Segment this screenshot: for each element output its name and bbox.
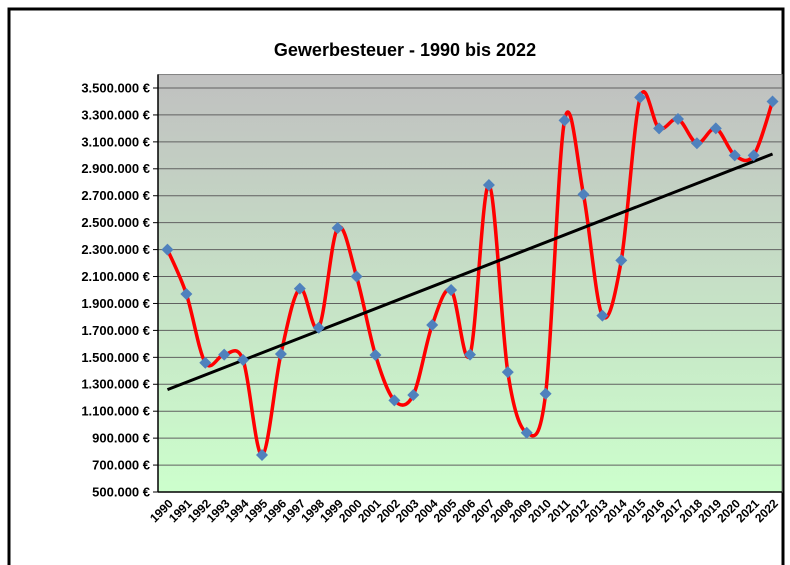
data-point — [369, 349, 382, 362]
data-point — [482, 178, 495, 191]
y-tick-label: 500.000 € — [92, 484, 150, 499]
data-point — [728, 149, 741, 162]
y-tick-label: 700.000 € — [92, 458, 150, 473]
y-tick-label: 3.300.000 € — [81, 107, 150, 122]
y-tick-label: 1.500.000 € — [81, 350, 150, 365]
data-point — [634, 91, 647, 104]
y-tick-label: 2.700.000 € — [81, 188, 150, 203]
data-point — [672, 112, 684, 125]
data-point — [577, 188, 590, 201]
data-point — [558, 114, 571, 127]
data-point — [653, 122, 666, 135]
trend-line — [166, 152, 774, 392]
data-point — [464, 348, 476, 361]
data-point — [180, 288, 193, 301]
data-point — [690, 137, 703, 150]
data-point — [388, 394, 401, 407]
y-tick-label: 1.300.000 € — [81, 377, 150, 392]
data-point — [501, 366, 514, 379]
y-tick-label: 900.000 € — [92, 431, 150, 446]
y-tick-label: 2.100.000 € — [81, 269, 150, 284]
data-point — [199, 356, 212, 369]
y-tick-label: 2.300.000 € — [81, 242, 150, 257]
data-point — [218, 348, 231, 361]
data-point — [596, 309, 609, 322]
data-point — [445, 284, 458, 296]
data-point — [407, 389, 420, 402]
y-tick-label: 2.900.000 € — [81, 161, 150, 176]
data-point — [256, 448, 268, 461]
data-point — [520, 426, 533, 439]
y-tick-label: 3.100.000 € — [81, 134, 150, 149]
y-tick-label: 1.700.000 € — [81, 323, 150, 338]
data-point — [312, 321, 325, 334]
data-point — [766, 95, 779, 108]
data-point — [161, 243, 174, 256]
data-point — [747, 149, 760, 162]
y-tick-label: 1.900.000 € — [81, 296, 150, 311]
data-point — [237, 354, 250, 367]
data-point — [350, 270, 363, 283]
y-tick-label: 1.100.000 € — [81, 404, 150, 419]
data-point — [615, 254, 628, 267]
data-point — [293, 282, 306, 295]
y-tick-label: 2.500.000 € — [81, 215, 150, 230]
data-point — [274, 347, 287, 360]
y-tick-label: 3.500.000 € — [81, 80, 150, 95]
data-point — [426, 319, 439, 332]
data-point — [709, 122, 722, 135]
data-point — [331, 222, 344, 235]
data-point — [539, 387, 552, 400]
plot-area — [157, 74, 783, 493]
series-line — [165, 90, 775, 457]
chart-title: Gewerbesteuer - 1990 bis 2022 — [274, 40, 536, 60]
